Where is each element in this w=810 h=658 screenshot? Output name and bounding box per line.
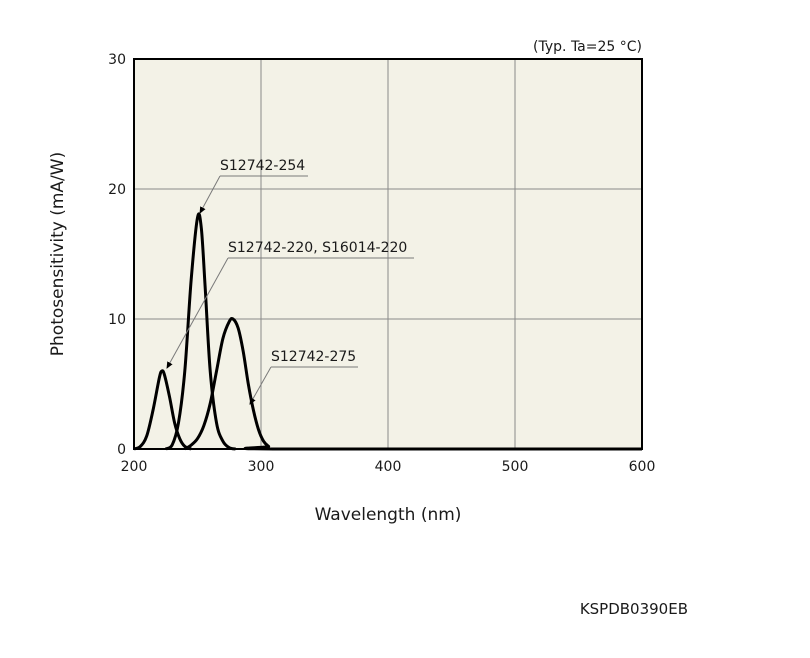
series-annotation-label: S12742-220, S16014-220 [228,240,407,256]
y-tick-label: 30 [108,52,126,68]
series-line-1 [133,369,192,451]
series-line-3 [184,316,642,451]
series-annotation-label: S12742-275 [271,349,356,365]
series-line-2 [164,212,236,451]
axis-ticks: 200 300 400 500 600 0 10 20 30 [108,52,655,475]
x-axis-title: Wavelength (nm) [315,505,462,525]
series-lines [133,212,642,451]
y-tick-label: 0 [117,442,126,458]
series-annotation-label: S12742-254 [220,158,305,174]
x-tick-label: 200 [121,459,148,475]
series-annotations: S12742-254 S12742-220, S16014-220 S12742-2… [166,158,414,405]
x-tick-label: 500 [502,459,529,475]
x-tick-label: 300 [248,459,275,475]
y-axis-title: Photosensitivity (mA/W) [48,152,68,356]
x-tick-label: 600 [629,459,656,475]
figure-code: KSPDB0390EB [580,600,688,618]
y-tick-label: 10 [108,312,126,328]
annotation-leader-arrow [199,175,221,214]
plot-frame [133,58,643,450]
annotation-leader-arrow [249,366,272,405]
x-tick-label: 400 [375,459,402,475]
y-tick-label: 20 [108,182,126,198]
annotation-leader-arrow [166,257,229,369]
condition-note: (Typ. Ta=25 °C) [533,39,642,55]
